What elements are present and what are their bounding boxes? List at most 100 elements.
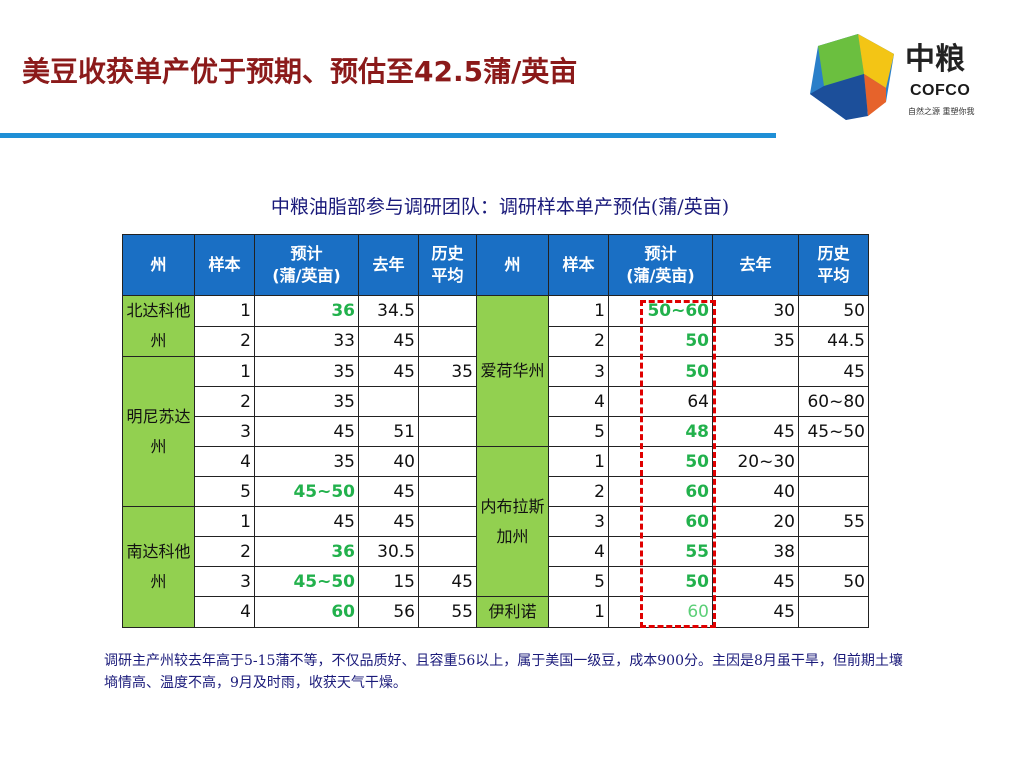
cofco-logo-icon	[810, 34, 894, 120]
table-cell: 35	[712, 325, 799, 357]
table-row: 北达科他州 1 36 34.5 爱荷华州 1 50~60 30 50	[122, 295, 869, 447]
table-cell	[418, 446, 477, 477]
table-cell: 60	[608, 506, 713, 537]
table-cell: 35	[254, 386, 359, 417]
table-cell	[798, 476, 869, 507]
state-cell: 爱荷华州	[476, 295, 549, 447]
header-cell: 样本	[194, 234, 255, 296]
table-cell	[418, 295, 477, 327]
table-cell: 50~60	[608, 295, 713, 327]
table-row: 3 45~50 15 45 5 50 45 50	[123, 566, 869, 597]
table-cell	[418, 536, 477, 567]
table-cell: 60	[254, 596, 359, 628]
table-cell: 60~80	[798, 386, 869, 417]
table-cell: 2	[194, 386, 255, 417]
table-cell: 35	[254, 446, 359, 477]
table-cell: 30	[712, 295, 799, 327]
header-cell: 州	[476, 234, 549, 296]
table-cell	[798, 536, 869, 567]
state-cell: 南达科他州	[122, 506, 195, 628]
table-cell: 33	[254, 325, 359, 357]
table-cell	[418, 416, 477, 447]
table-cell: 4	[194, 446, 255, 477]
table-cell	[712, 386, 799, 417]
table-cell: 51	[358, 416, 419, 447]
table-cell: 45~50	[798, 416, 869, 447]
state-cell: 明尼苏达州	[122, 356, 195, 507]
table-row: 2 36 30.5 4 55 38	[123, 536, 869, 567]
table-cell	[358, 386, 419, 417]
table-cell: 2	[194, 536, 255, 567]
table-cell: 44.5	[798, 325, 869, 357]
table-cell: 45	[418, 566, 477, 597]
logo-cn-text: 中粮	[905, 42, 965, 77]
header-cell: 州	[122, 234, 195, 296]
table-cell: 5	[548, 566, 609, 597]
table-cell: 2	[194, 325, 255, 357]
table-cell: 4	[548, 536, 609, 567]
table-cell	[798, 596, 869, 628]
table-row: 3 45 51 5 48 45 45~50	[123, 416, 869, 447]
table-cell	[712, 356, 799, 387]
header-cell: 预计 (蒲/英亩)	[608, 234, 713, 296]
table-cell: 3	[548, 356, 609, 387]
state-cell: 内布拉斯加州	[476, 446, 549, 597]
header-cell: 历史 平均	[418, 234, 477, 296]
table-cell: 1	[548, 295, 609, 327]
survey-note: 调研主产州较去年高于5-15蒲不等，不仅品质好、且容重56以上，属于美国一级豆，…	[104, 653, 903, 691]
table-cell: 45	[358, 356, 419, 387]
table-cell: 20	[712, 506, 799, 537]
table-cell: 55	[418, 596, 477, 628]
table-row: 5 45~50 45 2 60 40	[123, 476, 869, 507]
table-cell: 45~50	[254, 566, 359, 597]
table-cell	[418, 506, 477, 537]
table-cell: 45	[798, 356, 869, 387]
table-cell: 50	[798, 566, 869, 597]
yield-table: 州样本 预计 (蒲/英亩) 去年 历史 平均州样本 预计 (蒲/英亩) 去年 历史 平均 北达科他州…	[122, 234, 869, 628]
table-cell: 36	[254, 295, 359, 327]
table-row: 4 35 40 内布拉斯加州 1 50 20~30	[123, 446, 869, 597]
table-cell	[798, 446, 869, 477]
table-cell: 1	[194, 506, 255, 537]
header-cell: 预计 (蒲/英亩)	[254, 234, 359, 296]
table-cell: 50	[608, 356, 713, 387]
slide-title: 美豆收获单产优于预期、预估至42.5蒲/英亩	[22, 55, 578, 88]
table-cell: 45	[712, 416, 799, 447]
logo-en-text: COFCO	[910, 82, 971, 99]
state-cell: 伊利诺	[476, 596, 549, 628]
table-cell: 5	[548, 416, 609, 447]
table-cell: 1	[548, 446, 609, 477]
table-cell: 60	[608, 476, 713, 507]
table-row: 2 35 4 64 60~80	[123, 386, 869, 417]
table-cell: 34.5	[358, 295, 419, 327]
table-cell: 50	[798, 295, 869, 327]
table-row: 4 60 56 55 伊利诺 1 60 45	[123, 596, 869, 628]
table-cell: 55	[798, 506, 869, 537]
table-cell: 45	[358, 506, 419, 537]
table-cell: 45~50	[254, 476, 359, 507]
header-cell: 去年	[358, 234, 419, 296]
table-cell: 20~30	[712, 446, 799, 477]
table-cell: 1	[194, 295, 255, 327]
table-cell: 64	[608, 386, 713, 417]
table-cell: 45	[358, 476, 419, 507]
table-cell: 45	[358, 325, 419, 357]
table-row: 2 33 45 2 50 35 44.5	[123, 325, 869, 357]
table-cell: 50	[608, 325, 713, 357]
table-cell: 45	[254, 416, 359, 447]
table-cell: 3	[548, 506, 609, 537]
table-cell: 50	[608, 566, 713, 597]
table-cell: 38	[712, 536, 799, 567]
table-cell: 30.5	[358, 536, 419, 567]
header-cell: 去年	[712, 234, 799, 296]
table-cell: 3	[194, 416, 255, 447]
table-cell: 2	[548, 325, 609, 357]
table-cell: 48	[608, 416, 713, 447]
table-cell: 60	[608, 596, 713, 628]
table-row: 南达科他州 1 45 45 3 60 20 55	[122, 506, 869, 628]
table-cell: 36	[254, 536, 359, 567]
table-caption: 中粮油脂部参与调研团队：调研样本单产预估(蒲/英亩)	[270, 196, 730, 218]
table-cell: 50	[608, 446, 713, 477]
table-cell: 1	[548, 596, 609, 628]
table-cell: 3	[194, 566, 255, 597]
